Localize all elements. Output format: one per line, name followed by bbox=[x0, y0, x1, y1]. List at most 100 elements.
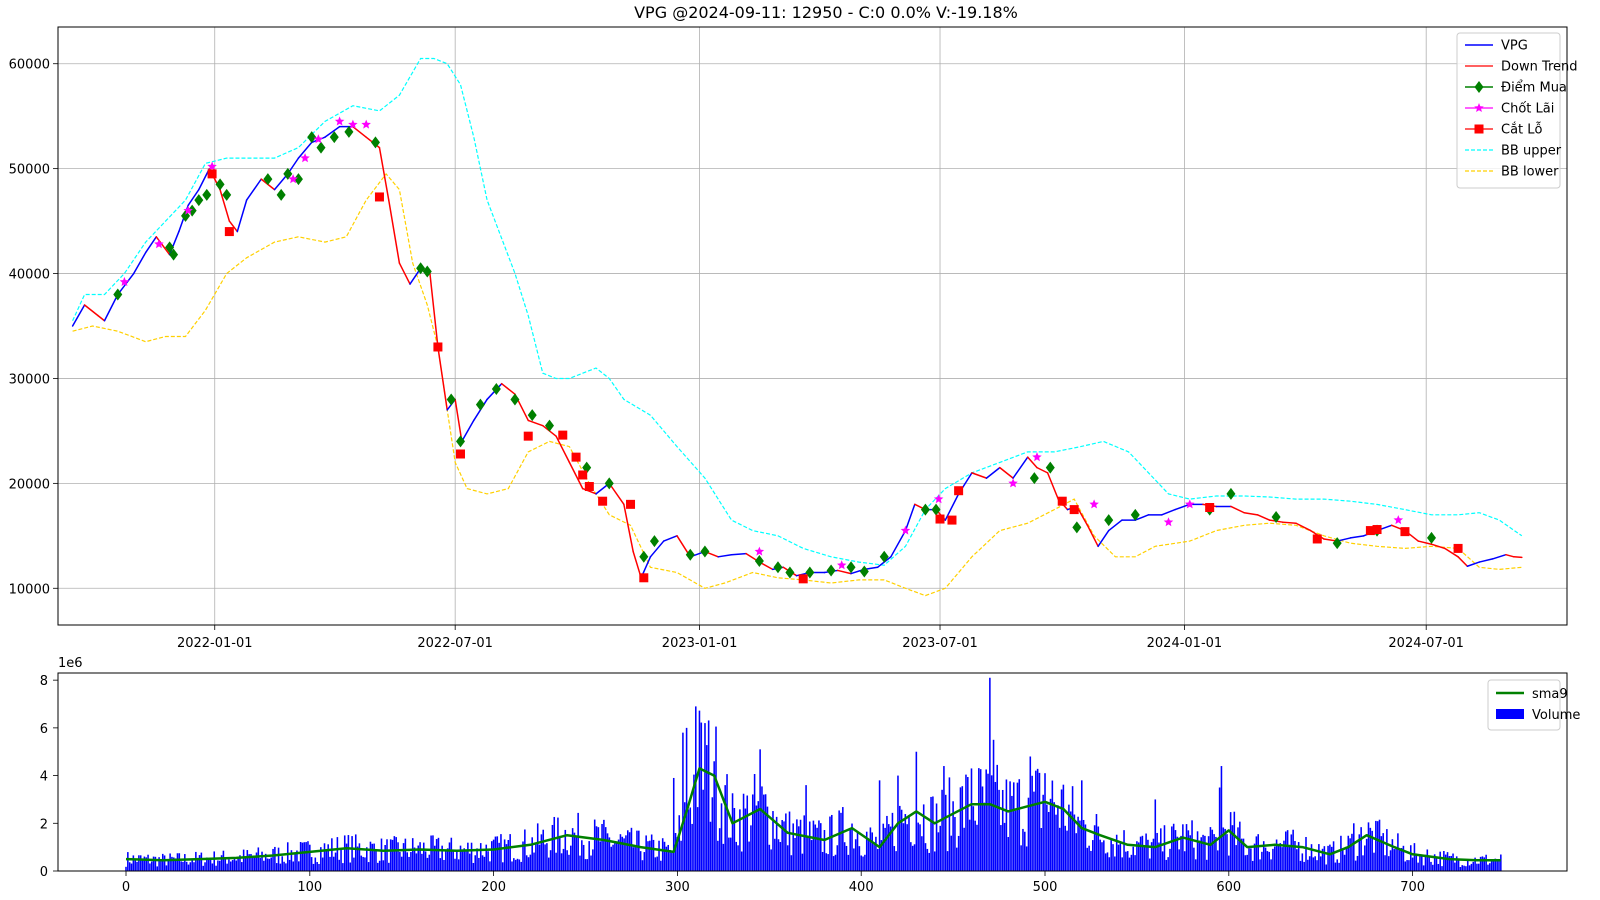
volume-bar bbox=[270, 857, 272, 871]
volume-bar bbox=[788, 811, 791, 871]
volume-bar bbox=[1290, 834, 1293, 871]
volume-bar bbox=[814, 824, 817, 871]
volume-bar bbox=[246, 850, 249, 871]
volume-bar bbox=[321, 857, 324, 871]
volume-bar bbox=[619, 834, 622, 871]
y-tick-label: 60000 bbox=[9, 58, 50, 73]
x-tick-label: 2023-07-01 bbox=[902, 636, 978, 651]
volume-bar bbox=[1365, 838, 1368, 871]
volume-bar bbox=[1009, 781, 1011, 871]
volume-bar bbox=[1218, 787, 1221, 871]
volume-bar bbox=[698, 710, 701, 871]
bottom-axes: 0 100 200 300 400 500 600 700 0 2 4 6 8 1e6 bbox=[40, 656, 1568, 895]
price-segment bbox=[985, 466, 1001, 479]
volume-bar bbox=[141, 858, 144, 871]
volume-bar bbox=[1288, 846, 1291, 871]
volume-bar bbox=[1036, 768, 1039, 871]
volume-bar bbox=[362, 856, 364, 871]
volume-bar bbox=[147, 854, 149, 871]
volume-bar bbox=[1378, 819, 1381, 871]
volume-bar bbox=[1294, 840, 1296, 871]
volume-bar bbox=[207, 858, 210, 871]
volume-bar bbox=[1406, 860, 1408, 871]
volume-bar bbox=[1077, 816, 1079, 871]
volume-bar bbox=[704, 723, 706, 871]
stop-loss-marker bbox=[578, 470, 588, 480]
plot-frame bbox=[57, 26, 1568, 626]
volume-bar bbox=[595, 826, 598, 871]
volume-bar bbox=[842, 807, 844, 871]
volume-bar bbox=[165, 865, 168, 871]
volume-bar bbox=[746, 795, 749, 871]
buy-marker bbox=[307, 131, 317, 144]
volume-bar bbox=[1367, 822, 1370, 871]
volume-bar bbox=[639, 851, 642, 871]
stop-loss-marker bbox=[1453, 543, 1463, 553]
chart-title: VPG @2024-09-11: 12950 - C:0 0.0% V:-19.… bbox=[634, 3, 1018, 22]
volume-bar bbox=[1474, 857, 1476, 871]
volume-bar bbox=[316, 862, 318, 871]
volume-bar bbox=[1312, 857, 1315, 871]
volume-bar bbox=[1483, 857, 1486, 871]
price-segment bbox=[155, 236, 171, 256]
volume-bar bbox=[724, 785, 726, 871]
volume-bar bbox=[601, 823, 603, 871]
volume-bar bbox=[320, 847, 322, 871]
volume-bar bbox=[713, 761, 715, 871]
volume-bar bbox=[1318, 844, 1320, 871]
volume-bar bbox=[478, 857, 480, 871]
volume-bar bbox=[314, 857, 317, 871]
volume-bar bbox=[983, 802, 986, 871]
volume-bar bbox=[599, 841, 601, 871]
volume-bar bbox=[1217, 850, 1219, 871]
volume-bar bbox=[393, 836, 396, 871]
volume-bar bbox=[150, 861, 153, 871]
price-segment bbox=[1046, 472, 1059, 500]
buy-marker bbox=[1029, 472, 1039, 485]
volume-bar bbox=[669, 849, 671, 871]
volume-bar bbox=[222, 850, 225, 871]
bb-upper-line bbox=[72, 57, 1523, 566]
volume-bar bbox=[1347, 835, 1350, 871]
volume-bar bbox=[1487, 864, 1489, 871]
volume-bar bbox=[645, 835, 647, 871]
volume-bar bbox=[180, 861, 182, 871]
volume-bar bbox=[805, 785, 807, 871]
volume-bar bbox=[1430, 861, 1432, 871]
volume-bar bbox=[417, 845, 420, 871]
volume-bar bbox=[1250, 848, 1252, 871]
stop-loss-marker bbox=[1372, 525, 1382, 535]
volume-bar bbox=[1279, 843, 1282, 871]
volume-bar bbox=[332, 856, 335, 871]
volume-bar bbox=[410, 852, 412, 871]
buy-marker bbox=[169, 248, 179, 261]
volume-bar bbox=[422, 842, 425, 871]
volume-bar bbox=[1500, 854, 1502, 871]
legend-label-sma9: sma9 bbox=[1532, 687, 1568, 702]
volume-bar bbox=[924, 843, 927, 871]
volume-bar bbox=[286, 842, 289, 871]
volume-bar bbox=[130, 863, 133, 871]
volume-bar bbox=[1171, 826, 1173, 871]
volume-bar bbox=[1044, 773, 1046, 871]
volume-bar bbox=[323, 843, 326, 871]
volume-bar bbox=[1255, 836, 1258, 871]
volume-bar bbox=[581, 840, 583, 871]
volume-bar bbox=[294, 853, 296, 871]
volume-bar bbox=[1143, 845, 1146, 871]
volume-bar bbox=[1092, 840, 1094, 871]
volume-bar bbox=[810, 840, 813, 871]
stop-loss-marker bbox=[455, 449, 465, 459]
price-segment bbox=[1430, 543, 1446, 550]
price-segment bbox=[1012, 456, 1029, 479]
y-tick-label: 30000 bbox=[9, 372, 50, 387]
volume-bar bbox=[836, 845, 839, 871]
volume-bar bbox=[547, 857, 550, 871]
volume-bar bbox=[143, 856, 146, 871]
price-segment bbox=[1478, 558, 1494, 563]
volume-bar bbox=[1297, 842, 1300, 871]
price-segment bbox=[132, 251, 147, 275]
volume-bar bbox=[1240, 838, 1243, 871]
volume-bar bbox=[1097, 826, 1100, 871]
